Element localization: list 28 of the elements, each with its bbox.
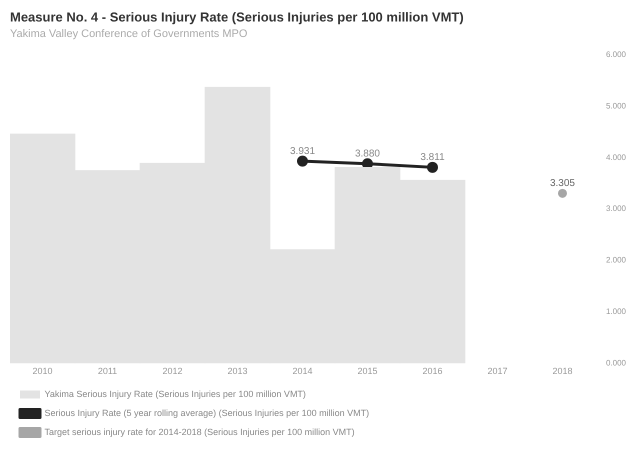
y-tick-label: 4.000 [606, 152, 627, 162]
y-tick-label: 6.000 [606, 50, 627, 60]
y-tick-label: 3.000 [606, 204, 627, 214]
data-label: 3.305 [550, 178, 576, 190]
x-tick-label: 2011 [98, 366, 118, 376]
point [558, 188, 567, 198]
y-tick-label: 0.000 [606, 358, 627, 368]
chart-subtitle: Yakima Valley Conference of Governments MPO [10, 28, 248, 40]
y-tick-label: 5.000 [606, 101, 627, 110]
x-tick-label: 2016 [422, 366, 442, 376]
point [296, 156, 308, 167]
data-label: 3.931 [290, 146, 316, 157]
x-tick-label: 2010 [32, 366, 53, 376]
point [426, 162, 438, 173]
y-tick-label: 1.000 [606, 307, 627, 316]
x-tick-label: 2017 [487, 366, 508, 376]
legend-label: Serious Injury Rate (5 year rolling average) (Serious Injuries per 100 million VMT) [44, 408, 370, 418]
x-tick-label: 2015 [357, 366, 378, 376]
legend-label: Yakima Serious Injury Rate (Serious Injuries per 100 million VMT) [44, 388, 306, 399]
chart-title: Measure No. 4 - Serious Injury Rate (Serious Injuries per 100 million VMT) [10, 9, 464, 24]
data-label: 3.811 [420, 152, 446, 164]
x-tick-label: 2013 [227, 366, 248, 376]
legend-label: Target serious injury rate for 2014-2018 (Serious Injuries per 100 million VMT) [44, 426, 355, 437]
x-tick-label: 2012 [162, 366, 183, 376]
x-tick-label: 2014 [292, 366, 313, 376]
x-tick-label: 2018 [552, 366, 572, 376]
y-tick-label: 2.000 [606, 256, 627, 265]
data-label: 3.880 [354, 148, 380, 160]
